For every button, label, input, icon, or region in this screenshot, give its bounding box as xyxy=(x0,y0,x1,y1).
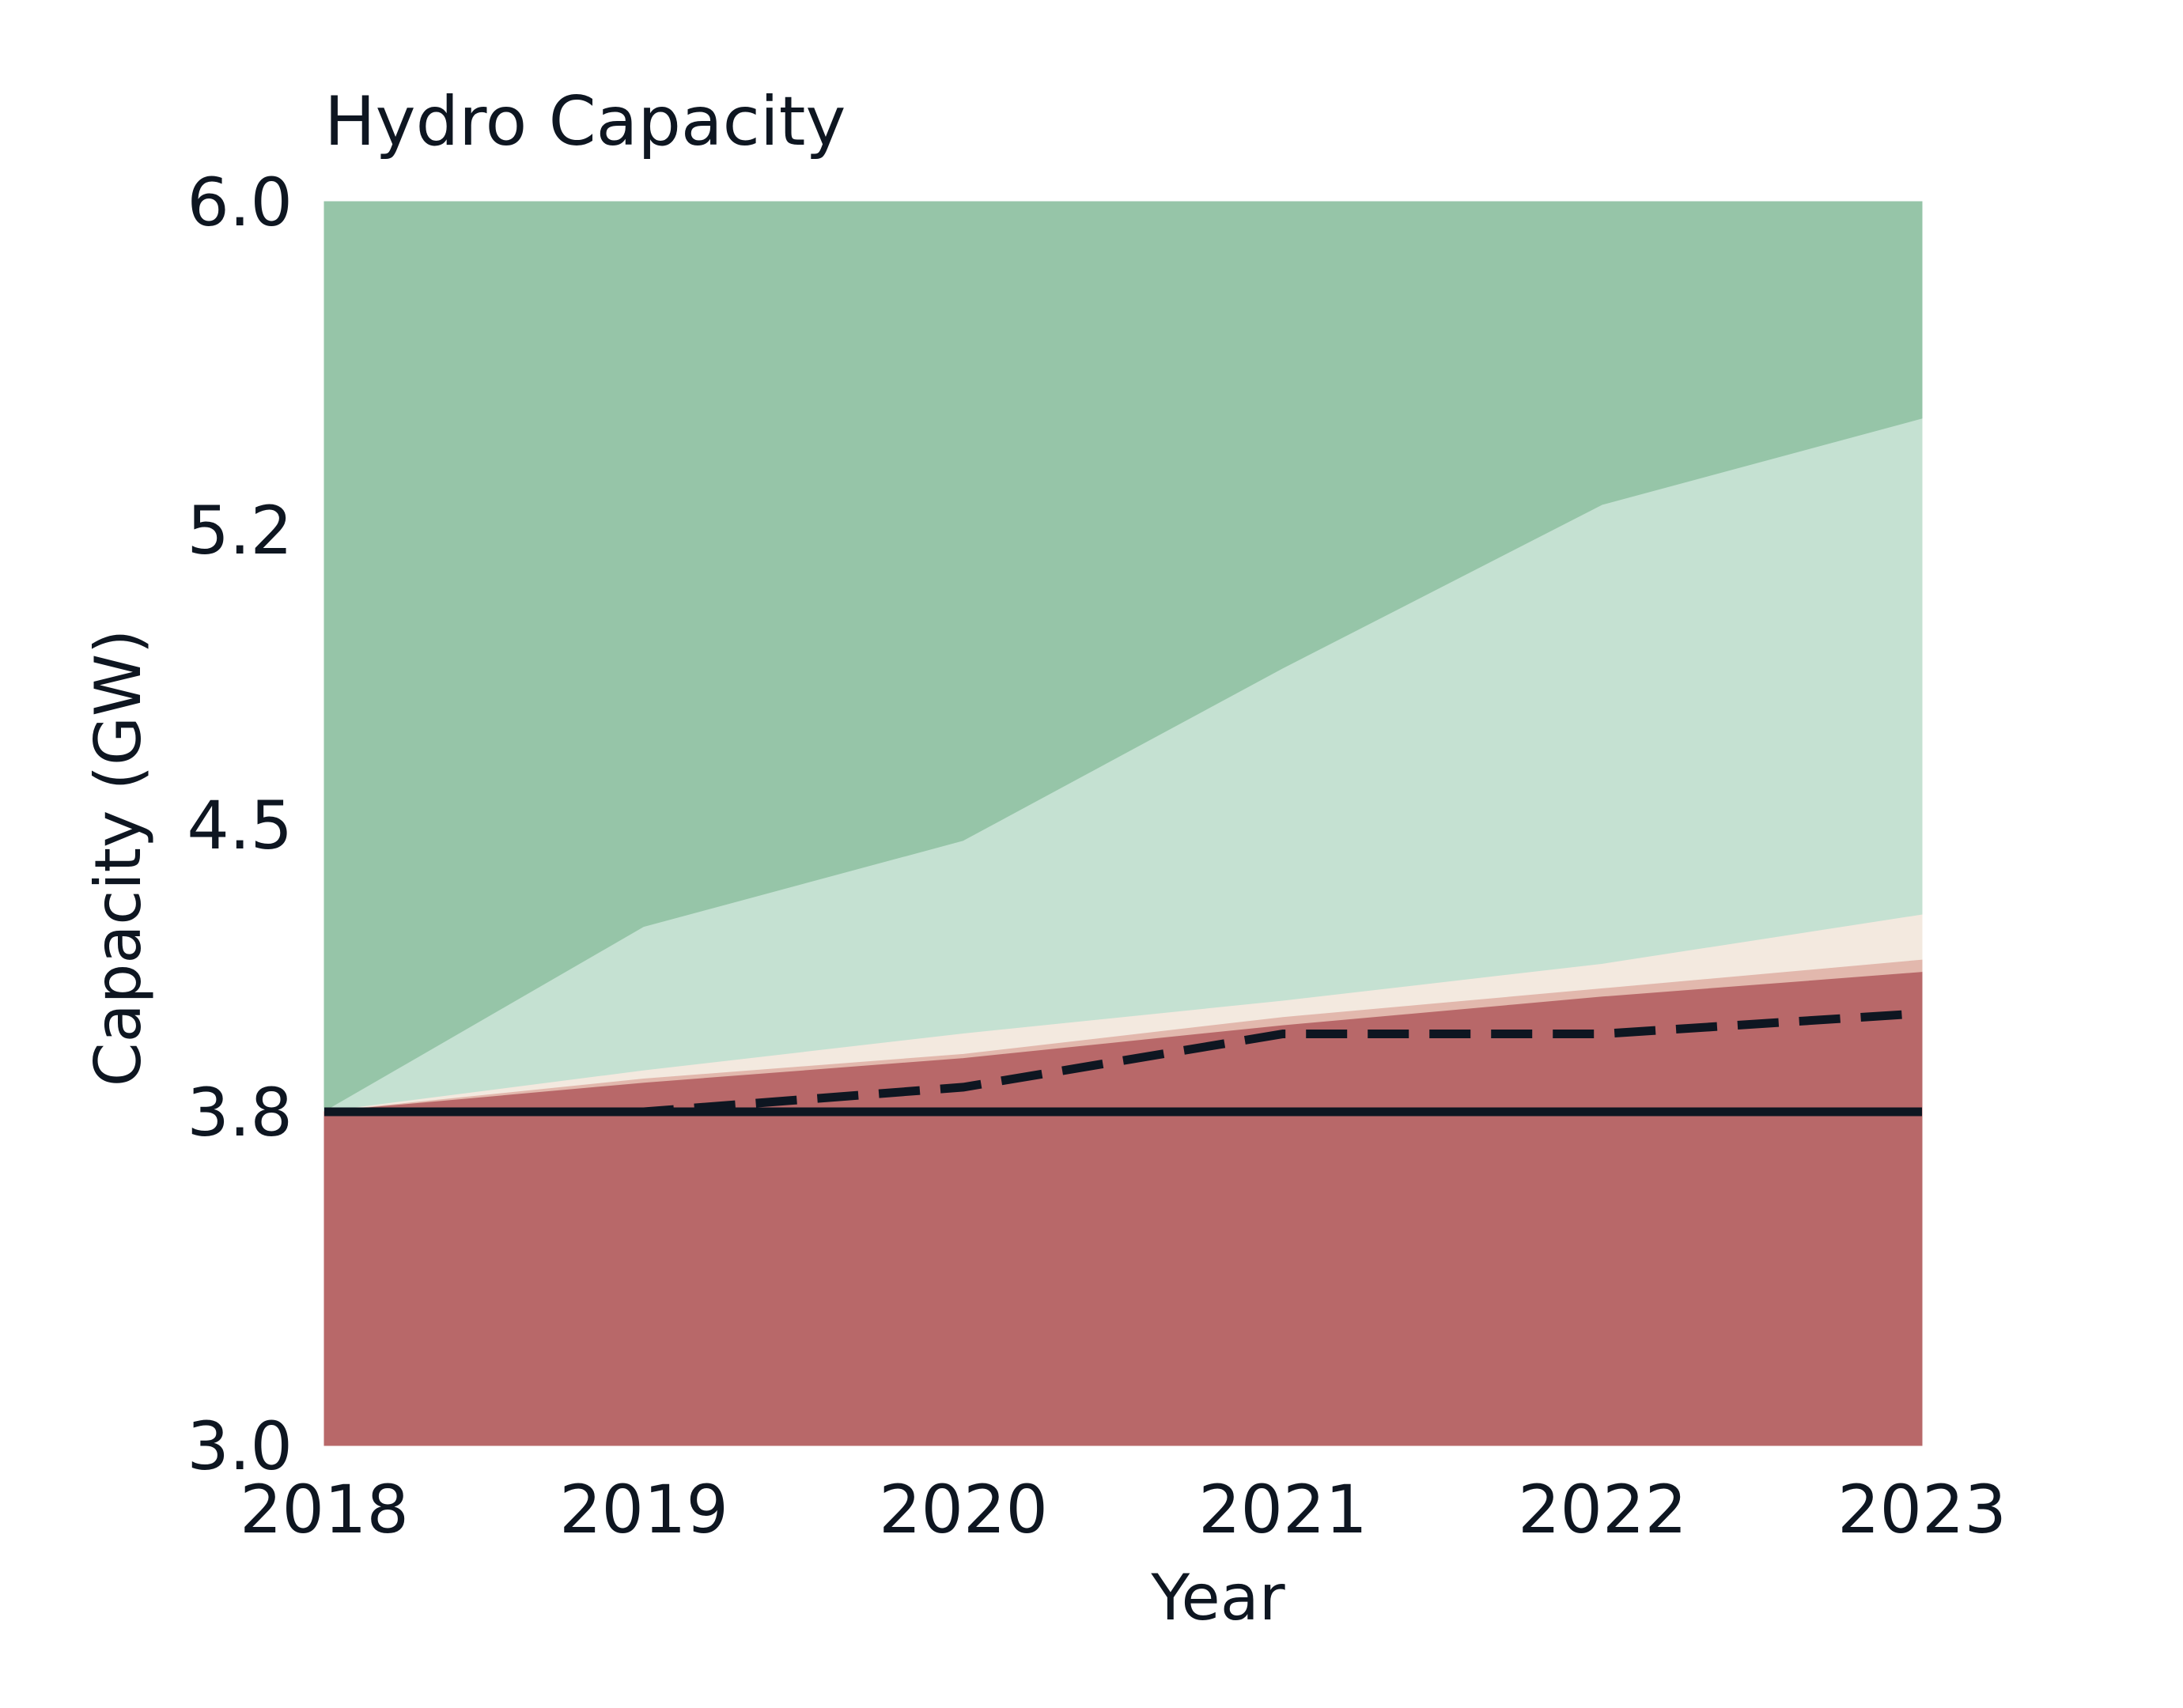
y-tick-label: 4.5 xyxy=(187,787,293,864)
y-tick-label: 3.0 xyxy=(187,1408,293,1485)
x-tick-label: 2018 xyxy=(240,1471,409,1548)
x-tick-labels: 2018 2019 2020 2021 2022 2023 xyxy=(240,1471,2007,1548)
x-tick-label: 2021 xyxy=(1198,1471,1368,1548)
x-tick-label: 2022 xyxy=(1518,1471,1687,1548)
band-group xyxy=(323,201,1923,1446)
x-tick-label: 2019 xyxy=(559,1471,728,1548)
y-tick-labels: 3.0 3.8 4.5 5.2 6.0 xyxy=(187,164,293,1485)
series-lines xyxy=(324,1009,1923,1117)
band-5 xyxy=(323,972,1923,1446)
x-axis-label: Year xyxy=(1150,1561,1284,1634)
x-tick-label: 2023 xyxy=(1837,1471,2007,1548)
x-tick-label: 2020 xyxy=(879,1471,1048,1548)
chart-title: Hydro Capacity xyxy=(324,82,846,161)
y-tick-label: 3.8 xyxy=(187,1074,293,1151)
y-axis-label: Capacity (GW) xyxy=(81,629,155,1087)
y-tick-label: 5.2 xyxy=(187,492,293,569)
y-tick-label: 6.0 xyxy=(187,164,293,241)
